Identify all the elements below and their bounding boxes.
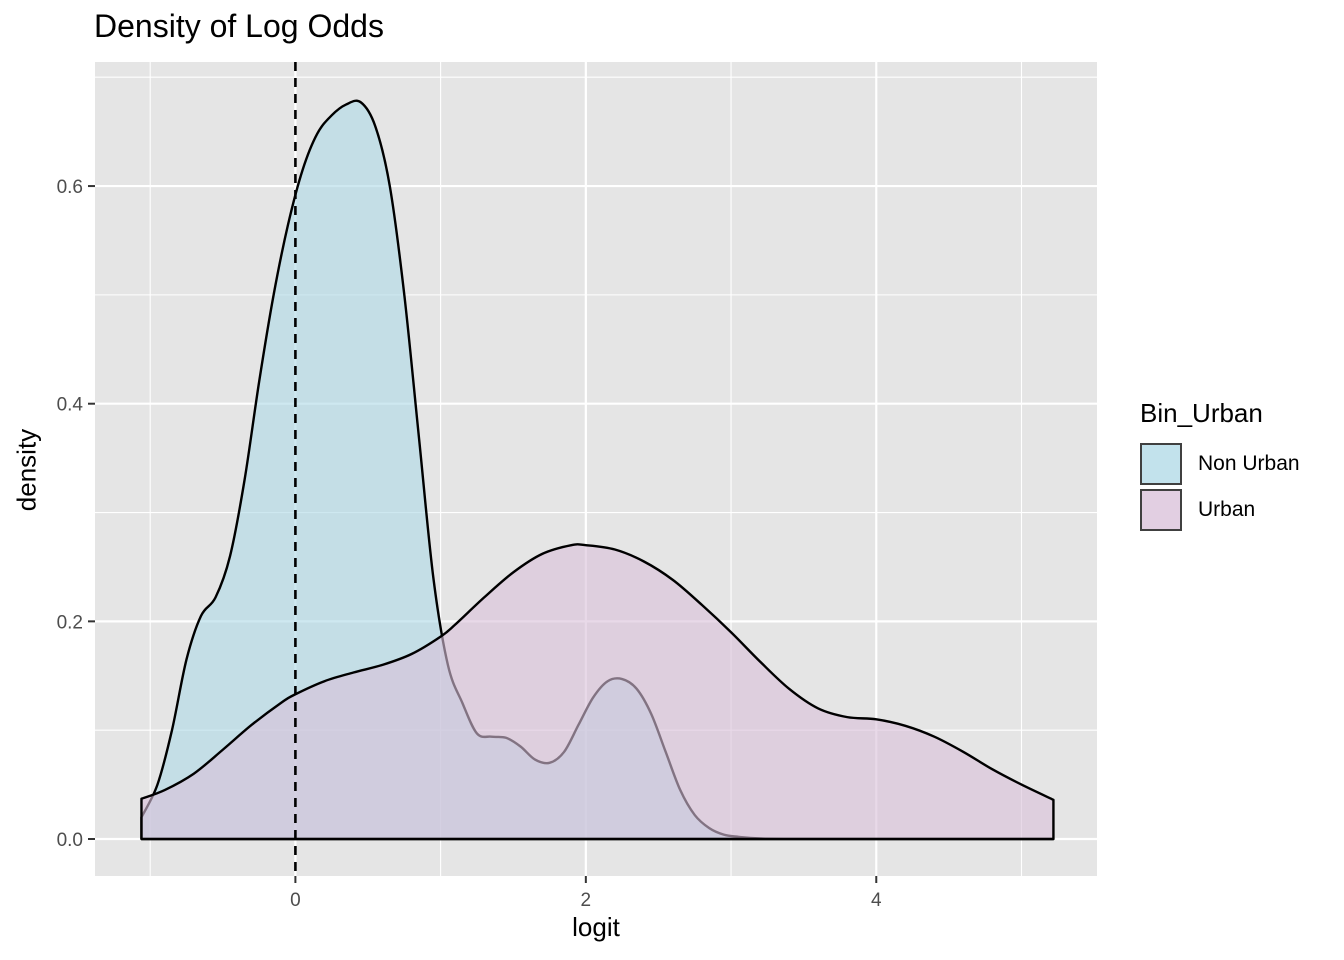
legend-key-urban <box>1140 489 1182 531</box>
y-tick-label: 0.2 <box>57 612 83 633</box>
x-axis: 0 2 4 <box>290 876 882 911</box>
density-area-urban <box>140 543 1055 841</box>
y-tick-label: 0.0 <box>57 830 83 851</box>
y-axis-label: density <box>11 428 42 512</box>
x-tick-label: 2 <box>581 890 592 911</box>
y-axis: 0.0 0.2 0.4 0.6 <box>57 177 95 851</box>
y-tick-label: 0.4 <box>57 395 84 416</box>
legend-item-urban: Urban <box>1140 487 1300 533</box>
legend-item-non-urban: Non Urban <box>1140 441 1300 487</box>
legend-label-urban: Urban <box>1198 498 1256 521</box>
legend-title: Bin_Urban <box>1140 398 1263 428</box>
y-tick-label: 0.6 <box>57 177 83 198</box>
x-tick-label: 4 <box>871 890 882 911</box>
legend-key-non-urban <box>1140 443 1182 485</box>
x-axis-label: logit <box>572 912 620 942</box>
density-areas <box>140 99 1055 841</box>
legend-label-non-urban: Non Urban <box>1198 452 1300 475</box>
legend: Bin_Urban Non Urban Urban <box>1140 398 1300 533</box>
x-tick-label: 0 <box>290 890 301 911</box>
chart-title: Density of Log Odds <box>94 8 384 44</box>
